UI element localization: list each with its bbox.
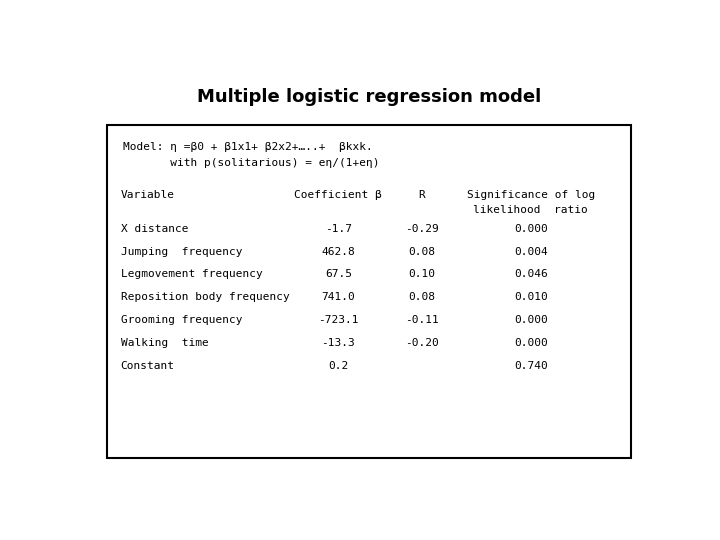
Text: 0.004: 0.004 <box>514 246 548 256</box>
Text: Variable: Variable <box>121 190 175 200</box>
Text: Coefficient β: Coefficient β <box>294 190 382 200</box>
Text: Grooming frequency: Grooming frequency <box>121 315 242 325</box>
Text: with p(solitarious) = eη/(1+eη): with p(solitarious) = eη/(1+eη) <box>124 158 380 168</box>
Text: Reposition body frequency: Reposition body frequency <box>121 292 289 302</box>
FancyBboxPatch shape <box>107 125 631 458</box>
Text: 741.0: 741.0 <box>321 292 355 302</box>
Text: 0.010: 0.010 <box>514 292 548 302</box>
Text: Model: η =β0 + β1x1+ β2x2+…..+  βkxk.: Model: η =β0 + β1x1+ β2x2+…..+ βkxk. <box>124 141 373 152</box>
Text: 0.740: 0.740 <box>514 361 548 371</box>
Text: 0.08: 0.08 <box>408 246 436 256</box>
Text: -723.1: -723.1 <box>318 315 359 325</box>
Text: Walking  time: Walking time <box>121 338 209 348</box>
Text: 0.08: 0.08 <box>408 292 436 302</box>
Text: R: R <box>418 190 426 200</box>
Text: -0.11: -0.11 <box>405 315 439 325</box>
Text: 0.2: 0.2 <box>328 361 348 371</box>
Text: 0.046: 0.046 <box>514 269 548 279</box>
Text: Legmovement frequency: Legmovement frequency <box>121 269 262 279</box>
Text: 67.5: 67.5 <box>325 269 352 279</box>
Text: 0.10: 0.10 <box>408 269 436 279</box>
Text: -13.3: -13.3 <box>321 338 355 348</box>
Text: Multiple logistic regression model: Multiple logistic regression model <box>197 87 541 106</box>
Text: -0.29: -0.29 <box>405 224 439 234</box>
Text: 0.000: 0.000 <box>514 315 548 325</box>
Text: Jumping  frequency: Jumping frequency <box>121 246 242 256</box>
Text: Significance of log: Significance of log <box>467 190 595 200</box>
Text: likelihood  ratio: likelihood ratio <box>474 205 588 215</box>
Text: 0.000: 0.000 <box>514 224 548 234</box>
Text: 462.8: 462.8 <box>321 246 355 256</box>
Text: 0.000: 0.000 <box>514 338 548 348</box>
Text: -0.20: -0.20 <box>405 338 439 348</box>
Text: X distance: X distance <box>121 224 188 234</box>
Text: -1.7: -1.7 <box>325 224 352 234</box>
Text: Constant: Constant <box>121 361 175 371</box>
